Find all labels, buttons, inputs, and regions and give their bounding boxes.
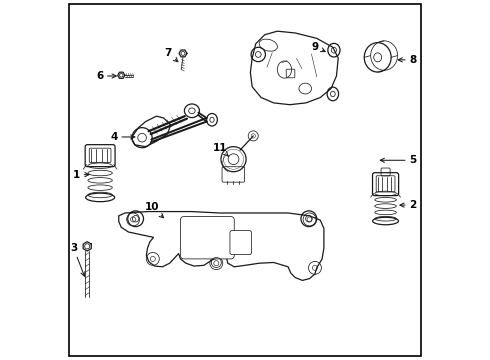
Text: 5: 5: [380, 155, 416, 165]
Text: 10: 10: [145, 202, 164, 218]
Text: 9: 9: [311, 42, 325, 51]
FancyBboxPatch shape: [180, 217, 234, 259]
FancyBboxPatch shape: [230, 230, 251, 255]
Text: 8: 8: [398, 55, 416, 65]
Text: 3: 3: [70, 243, 85, 276]
Text: 4: 4: [110, 132, 135, 142]
Text: 2: 2: [400, 200, 416, 210]
Text: 7: 7: [164, 48, 178, 62]
Text: 11: 11: [213, 143, 229, 157]
Text: 1: 1: [73, 170, 89, 180]
Text: 6: 6: [96, 71, 116, 81]
